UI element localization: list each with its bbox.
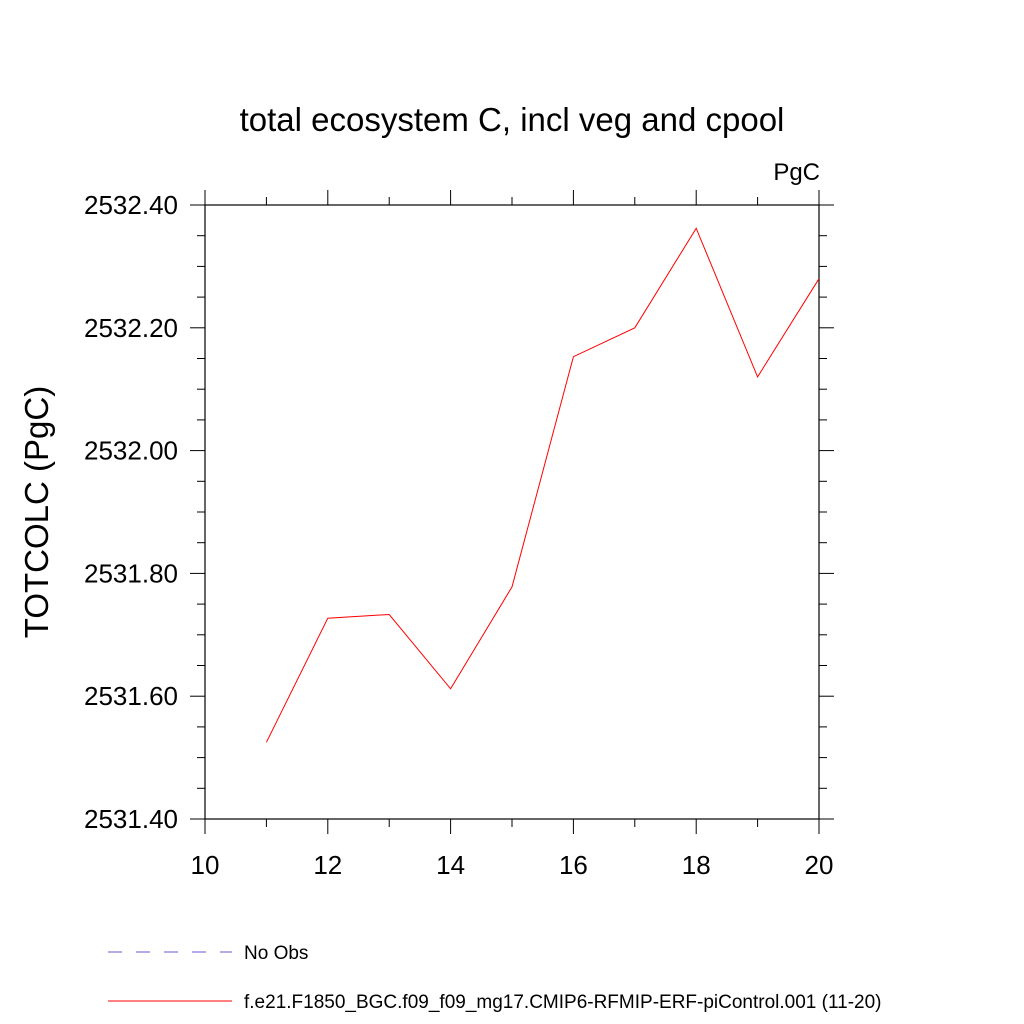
chart-title: total ecosystem C, incl veg and cpool xyxy=(240,101,785,138)
series-line xyxy=(265,227,820,743)
plot-frame xyxy=(204,204,820,820)
axis-ticks xyxy=(190,190,834,834)
x-tick-labels: 10 12 14 16 18 20 xyxy=(191,850,834,880)
units-label: PgC xyxy=(773,159,820,186)
x-tick-label: 20 xyxy=(805,850,834,880)
x-tick-label: 18 xyxy=(682,850,711,880)
y-tick-label: 2532.00 xyxy=(84,436,178,466)
legend-label-no-obs: No Obs xyxy=(244,943,308,964)
legend: No Obs f.e21.F1850_BGC.f09_f09_mg17.CMIP… xyxy=(108,943,881,1013)
x-tick-label: 14 xyxy=(436,850,465,880)
y-tick-label: 2532.40 xyxy=(84,190,178,220)
y-tick-label: 2531.40 xyxy=(84,804,178,834)
series-group xyxy=(265,227,820,743)
x-tick-label: 16 xyxy=(559,850,588,880)
legend-label-series: f.e21.F1850_BGC.f09_f09_mg17.CMIP6-RFMIP… xyxy=(244,992,881,1013)
y-axis-label: TOTCOLC (PgC) xyxy=(18,386,55,638)
y-tick-label: 2531.80 xyxy=(84,558,178,588)
y-tick-label: 2532.20 xyxy=(84,313,178,343)
y-tick-label: 2531.60 xyxy=(84,681,178,711)
x-tick-label: 10 xyxy=(191,850,220,880)
x-tick-label: 12 xyxy=(313,850,342,880)
y-tick-labels: 2531.40 2531.60 2531.80 2532.00 2532.20 2532.… xyxy=(84,190,178,834)
